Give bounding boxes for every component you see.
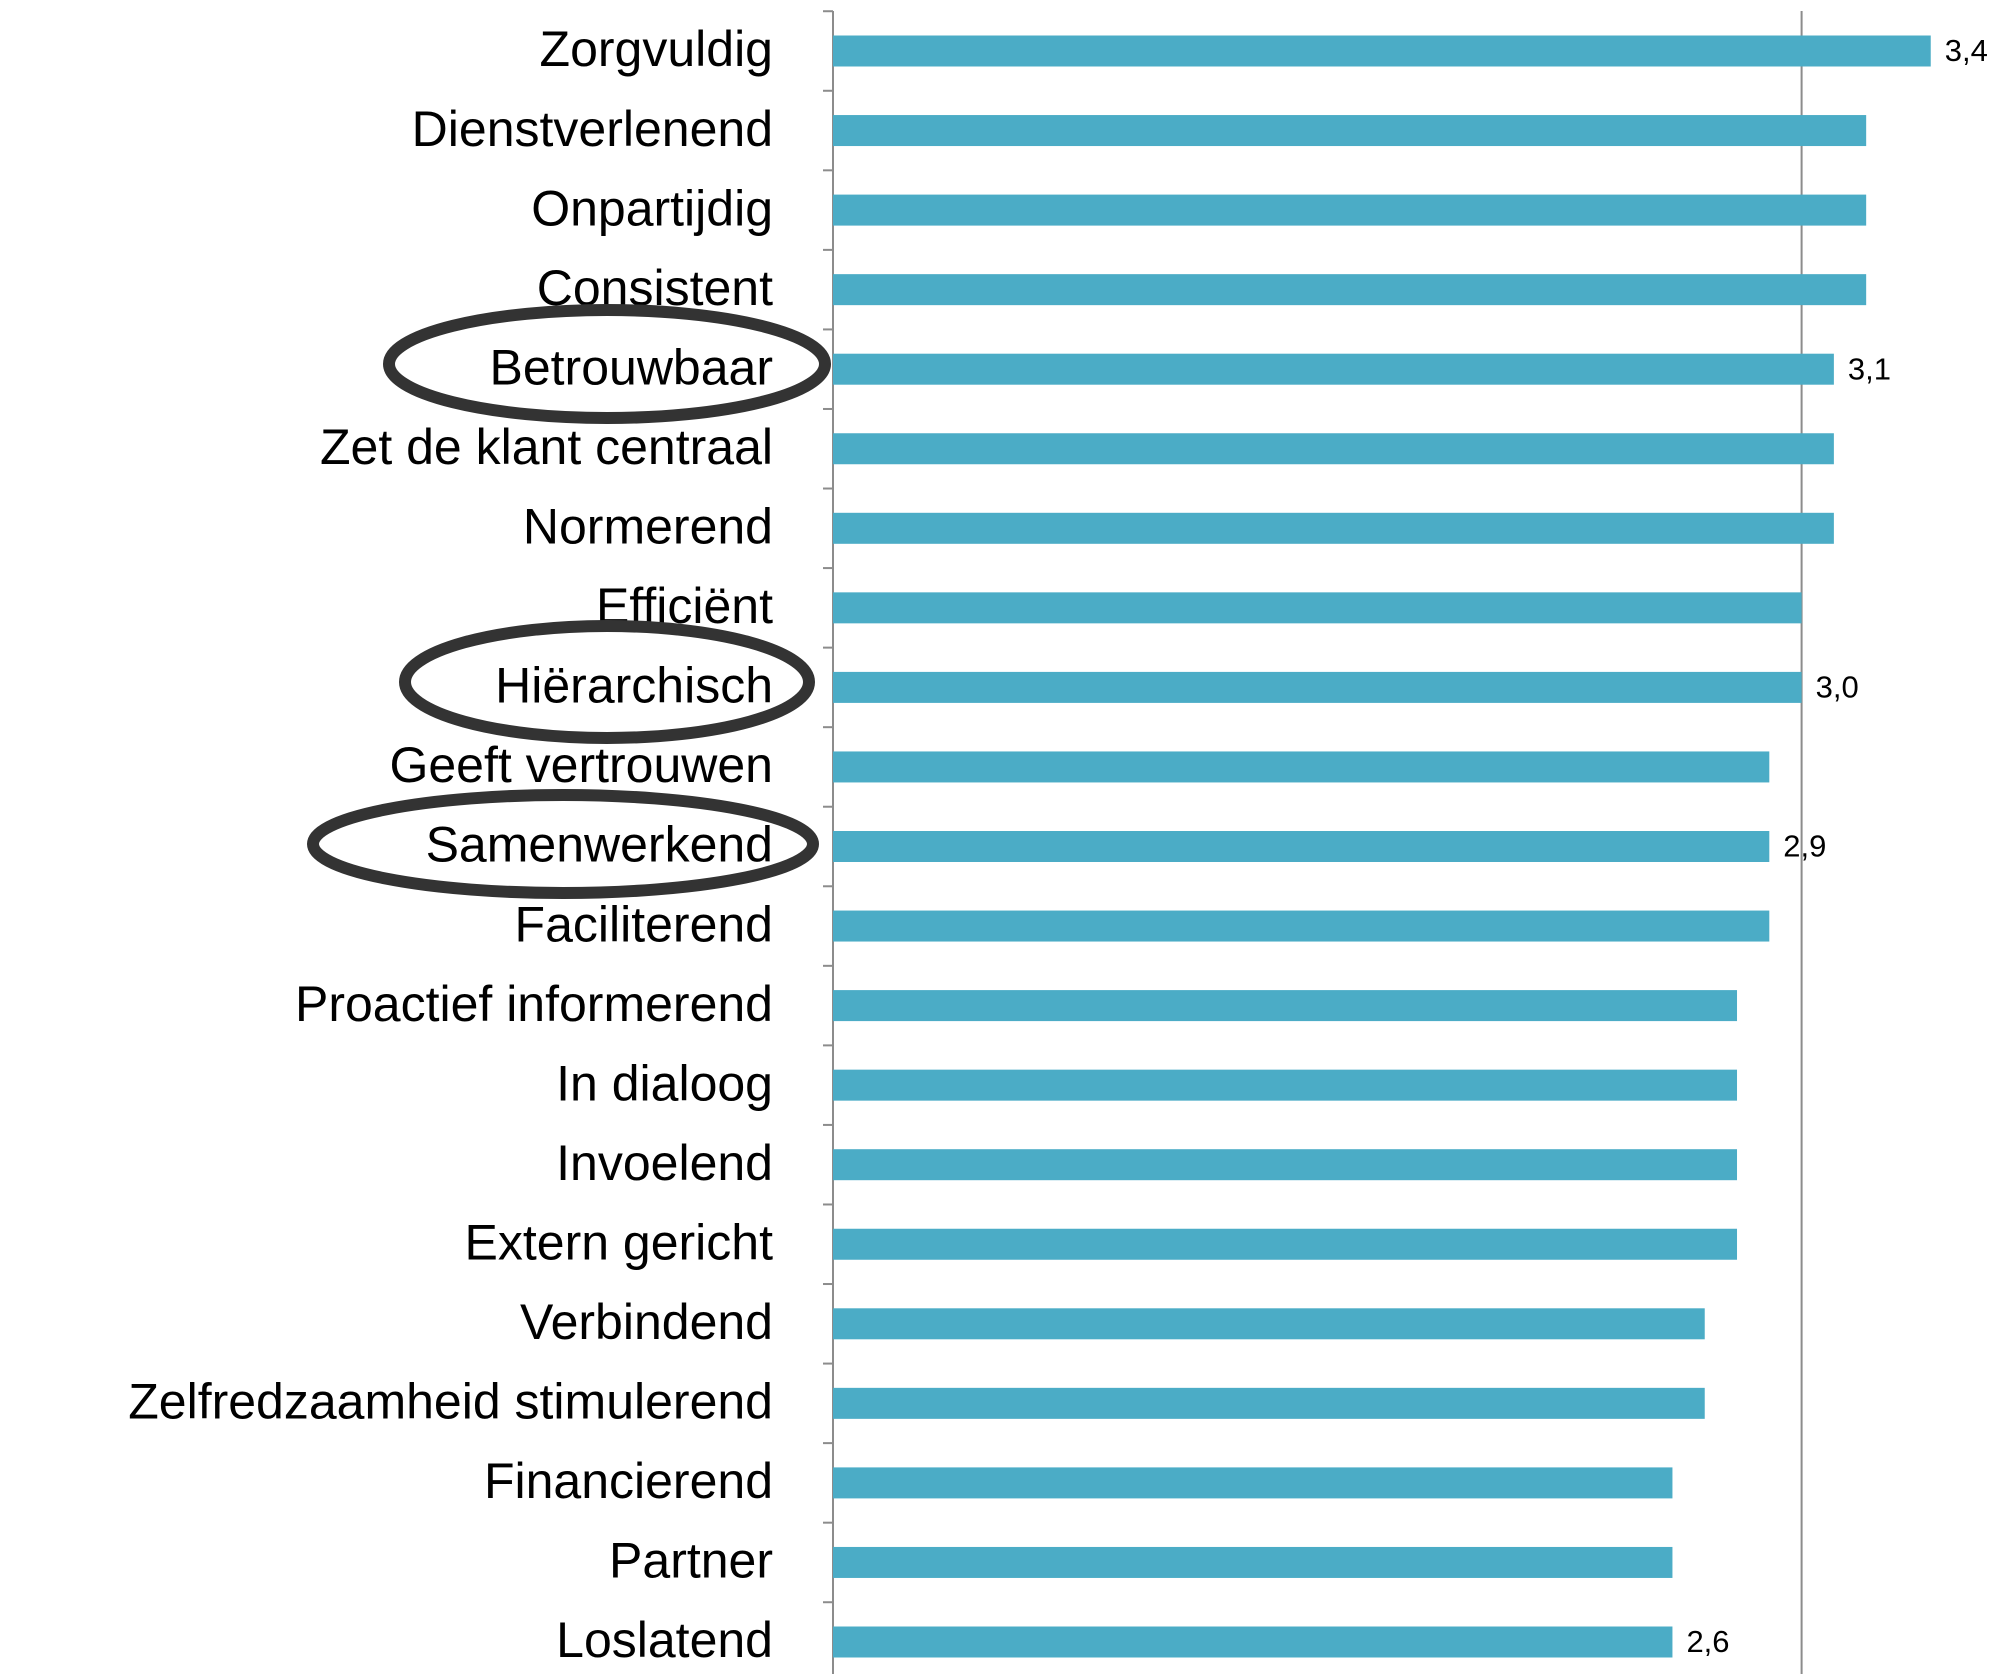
y-tick-label: Samenwerkend <box>426 817 773 873</box>
bar <box>833 1149 1738 1181</box>
bar <box>833 115 1867 147</box>
bar <box>833 1228 1738 1260</box>
y-tick-label: Dienstverlenend <box>412 101 773 157</box>
y-tick-label: Verbindend <box>520 1294 773 1350</box>
y-tick-label: Faciliterend <box>515 896 773 952</box>
bar <box>833 1308 1705 1340</box>
data-label: 3,1 <box>1848 351 1891 386</box>
bar <box>833 433 1834 465</box>
highlight-circle <box>307 789 819 899</box>
bar <box>833 1387 1705 1419</box>
bar <box>833 990 1738 1022</box>
y-tick-label: Normerend <box>523 499 773 555</box>
highlight-circle <box>383 304 831 424</box>
bar <box>833 512 1834 544</box>
data-label: 3,4 <box>1945 33 1988 68</box>
bar <box>833 831 1770 862</box>
bar <box>833 194 1867 226</box>
highlight-circle <box>399 620 815 744</box>
bar <box>833 1626 1673 1658</box>
y-tick-label: Geeft vertrouwen <box>389 737 773 793</box>
y-tick-label: Proactief informerend <box>295 976 773 1032</box>
y-tick-label: Zorgvuldig <box>540 21 773 77</box>
bar <box>833 35 1931 67</box>
bar <box>833 1467 1673 1499</box>
y-tick-label: In dialoog <box>556 1055 773 1111</box>
y-tick-label: Betrouwbaar <box>490 339 774 395</box>
y-tick-label: Extern gericht <box>465 1214 774 1270</box>
data-label: 2,9 <box>1783 829 1826 864</box>
bar <box>833 353 1834 385</box>
y-tick-label: Zet de klant centraal <box>320 419 773 475</box>
y-tick-label: Onpartijdig <box>531 180 773 236</box>
bar <box>833 592 1802 624</box>
bar <box>833 1546 1673 1578</box>
bar <box>833 1069 1738 1101</box>
y-tick-label: Financierend <box>484 1453 773 1509</box>
data-label: 2,6 <box>1686 1624 1729 1659</box>
y-tick-label: Loslatend <box>556 1612 773 1668</box>
y-tick-label: Partner <box>609 1533 773 1589</box>
bar <box>833 671 1802 703</box>
y-tick-label: Invoelend <box>556 1135 773 1191</box>
bar <box>833 910 1770 942</box>
bar <box>833 274 1867 306</box>
y-tick-label: Hiërarchisch <box>495 658 773 714</box>
bar <box>833 751 1770 783</box>
data-label: 3,0 <box>1816 670 1859 705</box>
y-tick-label: Zelfredzaamheid stimulerend <box>128 1374 773 1430</box>
